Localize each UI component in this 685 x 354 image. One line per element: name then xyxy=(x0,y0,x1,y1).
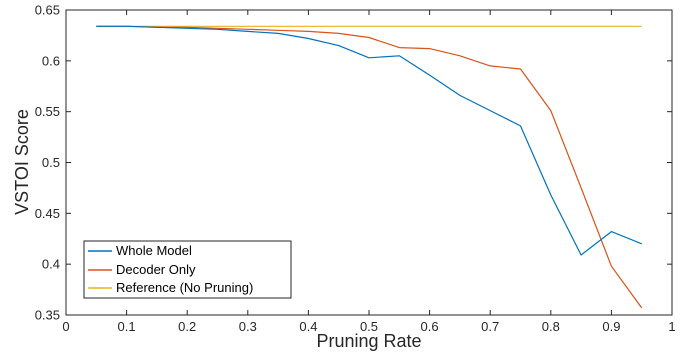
series-lines xyxy=(96,25,643,309)
legend: Whole Model Decoder Only Reference (No P… xyxy=(83,240,292,299)
legend-label-whole-model: Whole Model xyxy=(116,243,192,258)
axis-ticks: 0 0.1 0.2 0.3 0.4 0.5 0.6 0.7 0.8 0.9 1 0.35 0.4 0.45… xyxy=(35,3,676,335)
legend-box xyxy=(83,240,292,299)
y-tick-label: 0.5 xyxy=(42,155,60,170)
y-tick-label: 0.65 xyxy=(35,3,60,18)
y-tick-label: 0.35 xyxy=(35,308,60,323)
x-tick-label: 1 xyxy=(668,319,675,334)
y-tick-label: 0.45 xyxy=(35,206,60,221)
x-tick-label: 0.2 xyxy=(178,319,196,334)
y-tick-label: 0.55 xyxy=(35,104,60,119)
x-tick-label: 0.7 xyxy=(481,319,499,334)
series-line-whole-model xyxy=(96,25,642,256)
x-axis-label: Pruning Rate xyxy=(316,331,421,351)
x-tick-label: 0.8 xyxy=(542,319,560,334)
y-tick-label: 0.6 xyxy=(42,53,60,68)
y-axis-label: VSTOI Score xyxy=(12,109,32,215)
series-line-decoder-only xyxy=(96,25,643,309)
legend-label-reference: Reference (No Pruning) xyxy=(116,280,253,295)
x-tick-label: 0.5 xyxy=(360,319,378,334)
y-tick-label: 0.4 xyxy=(42,257,60,272)
x-tick-label: 0.4 xyxy=(299,319,317,334)
x-tick-label: 0.3 xyxy=(239,319,257,334)
x-tick-label: 0 xyxy=(62,319,69,334)
x-tick-label: 0.1 xyxy=(118,319,136,334)
legend-label-decoder-only: Decoder Only xyxy=(116,262,196,277)
x-tick-label: 0.6 xyxy=(421,319,439,334)
x-tick-label: 0.9 xyxy=(602,319,620,334)
